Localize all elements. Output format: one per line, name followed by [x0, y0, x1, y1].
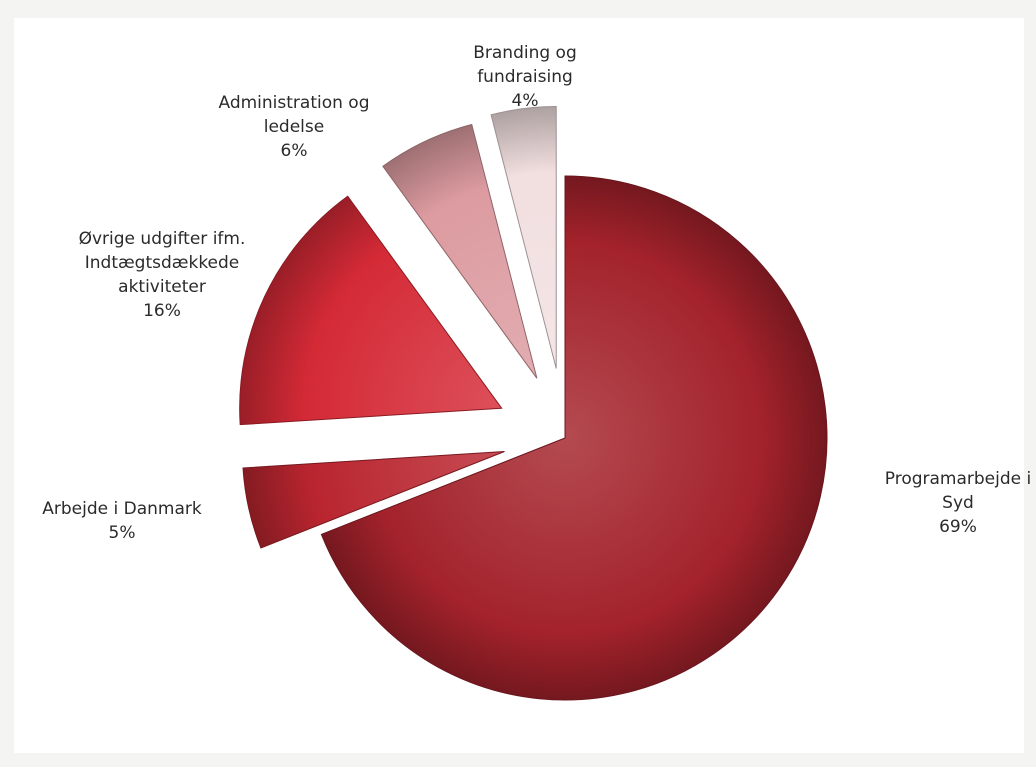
slice-label-5: Branding og fundraising 4%	[473, 43, 577, 111]
slice-label-1: Programarbejde i Syd 69%	[885, 469, 1031, 537]
slice-name-line: Arbejde i Danmark	[42, 499, 202, 519]
pie-slice-3	[239, 195, 503, 426]
slice-name-line: Øvrige udgifter ifm.	[79, 229, 246, 249]
slice-name-line: Programarbejde i	[885, 469, 1031, 489]
slice-value-label: 69%	[939, 517, 977, 537]
slice-label-3: Øvrige udgifter ifm. Indtægtsdækkede aktiv…	[79, 229, 246, 321]
slice-label-2: Arbejde i Danmark 5%	[42, 499, 202, 543]
slice-value-label: 4%	[512, 91, 539, 111]
slice-name-line: ledelse	[264, 117, 324, 137]
pie-slice-4	[382, 123, 538, 379]
pie-slice-1	[320, 175, 828, 701]
slice-label-4: Administration og ledelse 6%	[219, 93, 370, 161]
pie-labels: Programarbejde i Syd 69% Arbejde i Danmark 5…	[42, 43, 1031, 543]
pie-slice-5	[490, 106, 557, 369]
slice-name-line: Administration og	[219, 93, 370, 113]
slice-name-line: Branding og	[473, 43, 577, 63]
slice-value-label: 16%	[143, 301, 181, 321]
slice-name-line: aktiviteter	[118, 277, 206, 297]
slice-value-label: 6%	[281, 141, 308, 161]
slice-value-label: 5%	[109, 523, 136, 543]
pie-slice-2	[242, 451, 505, 549]
slice-name-line: fundraising	[477, 67, 573, 87]
slice-name-line: Indtægtsdækkede	[85, 253, 240, 273]
slice-name-line: Syd	[942, 493, 974, 513]
pie-slices	[239, 106, 828, 701]
